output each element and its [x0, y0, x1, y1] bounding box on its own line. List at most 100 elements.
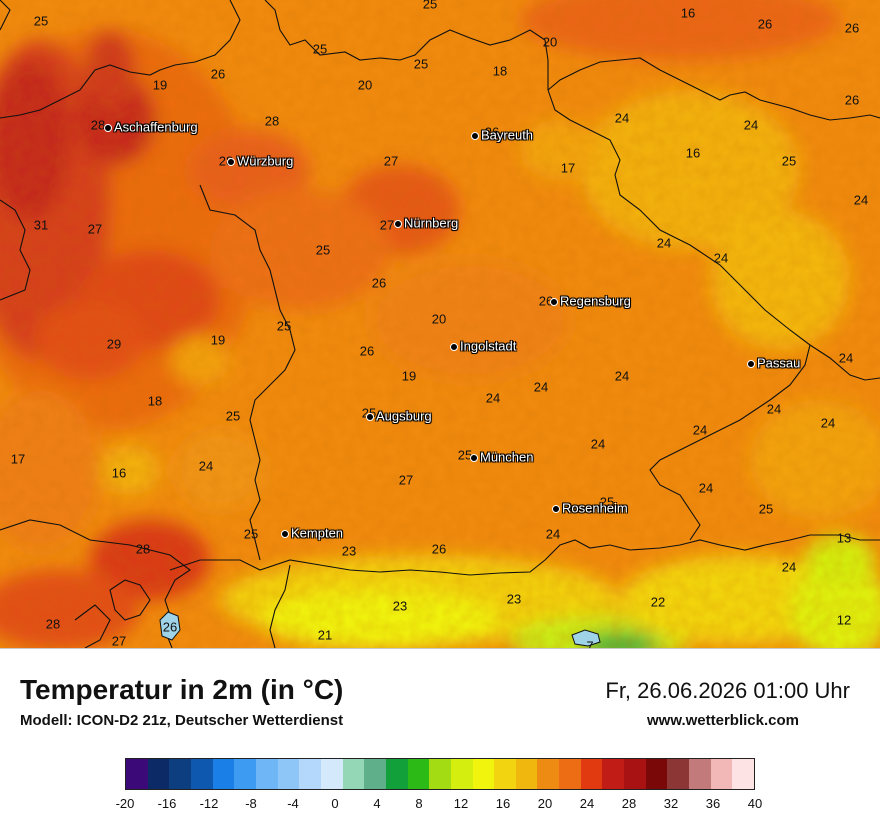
temperature-value: 25	[276, 318, 292, 334]
legend-swatch	[277, 759, 300, 789]
temperature-value: 23	[506, 591, 522, 607]
temperature-value: 22	[650, 594, 666, 610]
temperature-value: 21	[317, 627, 333, 643]
legend-tick-label: 8	[415, 796, 423, 811]
legend-swatch	[667, 759, 690, 789]
temperature-value: 25	[243, 526, 259, 542]
temperature-value: 26	[162, 619, 178, 635]
temperature-value: 25	[225, 408, 241, 424]
legend-swatch	[559, 759, 581, 789]
temperature-value: 24	[853, 192, 869, 208]
temperature-value: 20	[431, 311, 447, 327]
legend-tick-label: -16	[157, 796, 177, 811]
legend-swatch	[126, 759, 148, 789]
temperature-value: 27	[87, 221, 103, 237]
color-legend-bar	[125, 758, 755, 790]
temperature-value: 20	[542, 34, 558, 50]
legend-swatch	[190, 759, 213, 789]
legend-swatch	[710, 759, 733, 789]
temperature-value: 7	[586, 638, 594, 649]
legend-swatch	[342, 759, 365, 789]
temperature-value: 24	[545, 526, 561, 542]
temperature-value: 24	[781, 559, 797, 575]
map-title: Temperatur in 2m (in °C)	[20, 674, 344, 705]
temperature-value: 23	[341, 543, 357, 559]
legend-swatch	[299, 759, 321, 789]
temperature-value: 16	[685, 145, 701, 161]
legend-tick-label: 40	[747, 796, 763, 811]
temperature-value: 18	[492, 63, 508, 79]
temperature-value: 24	[614, 368, 630, 384]
temperature-value: 17	[10, 451, 26, 467]
temperature-value: 24	[533, 379, 549, 395]
legend-swatch	[624, 759, 646, 789]
legend-tick-label: 24	[579, 796, 595, 811]
temperature-value: 24	[485, 390, 501, 406]
legend-swatch	[580, 759, 603, 789]
city-marker-dot	[747, 360, 755, 368]
legend-swatch	[732, 759, 755, 789]
city-marker-dot	[366, 413, 374, 421]
temperature-value: 29	[106, 336, 122, 352]
website-link[interactable]: www.wetterblick.com	[647, 712, 799, 729]
legend-swatch	[385, 759, 408, 789]
city-marker-dot	[450, 343, 458, 351]
temperature-value: 27	[111, 633, 127, 648]
temperature-value: 24	[698, 480, 714, 496]
texture-grain	[0, 0, 880, 648]
legend-tick-label: 32	[663, 796, 679, 811]
border-lines	[0, 0, 880, 648]
legend-swatch	[212, 759, 235, 789]
temperature-map: 25 25 16 26 26 25 20 25 18 26 19 20 26 28 28 24 24 26 16 25…	[0, 0, 880, 648]
temperature-value: 25	[422, 0, 438, 12]
city-label: Passau	[757, 355, 801, 371]
temperature-value: 28	[45, 616, 61, 632]
forecast-datetime: Fr, 26.06.2026 01:00 Uhr	[605, 678, 850, 703]
temperature-value: 19	[152, 77, 168, 93]
temperature-value: 20	[357, 77, 373, 93]
legend-swatch	[255, 759, 278, 789]
city-label: Kempten	[291, 525, 344, 541]
temperature-value: 26	[371, 275, 387, 291]
temperature-value: 24	[713, 250, 729, 266]
city-marker-dot	[550, 298, 558, 306]
temperature-value: 13	[836, 530, 852, 546]
legend-tick-label: 20	[537, 796, 553, 811]
legend-tick-label: 0	[331, 796, 339, 811]
legend-swatch	[320, 759, 343, 789]
legend-tick-label: -20	[115, 796, 135, 811]
legend-swatch	[515, 759, 538, 789]
city-label: Rosenheim	[562, 500, 628, 516]
legend-swatch	[147, 759, 170, 789]
temperature-value: 24	[590, 436, 606, 452]
temperature-value: 26	[844, 20, 860, 36]
footer-panel: Temperatur in 2m (in °C) Modell: ICON-D2…	[0, 648, 880, 831]
legend-tick-label: 12	[453, 796, 469, 811]
temperature-value: 25	[457, 447, 473, 463]
temperature-value: 24	[692, 422, 708, 438]
city-label: Nürnberg	[404, 215, 459, 231]
city-label: Regensburg	[560, 293, 631, 309]
city-label: Würzburg	[237, 153, 294, 169]
temperature-value: 26	[844, 92, 860, 108]
temperature-value: 24	[820, 415, 836, 431]
temperature-value: 24	[614, 110, 630, 126]
temperature-value: 27	[383, 153, 399, 169]
city-marker-dot	[552, 505, 560, 513]
temperature-value: 25	[312, 41, 328, 57]
temperature-value: 27	[379, 217, 395, 233]
legend-tick-label: -12	[199, 796, 219, 811]
legend-tick-label: 28	[621, 796, 637, 811]
city-marker-dot	[281, 530, 289, 538]
temperature-value: 24	[656, 235, 672, 251]
temperature-value: 28	[90, 117, 106, 133]
temperature-value: 25	[413, 56, 429, 72]
temperature-value: 16	[680, 5, 696, 21]
temperature-value: 26	[484, 124, 500, 140]
temperature-value: 25	[781, 153, 797, 169]
temperature-value: 26	[538, 293, 554, 309]
city-label: Aschaffenburg	[114, 119, 198, 135]
temperature-value: 26	[359, 343, 375, 359]
legend-swatch	[494, 759, 516, 789]
lakes	[159, 611, 601, 647]
